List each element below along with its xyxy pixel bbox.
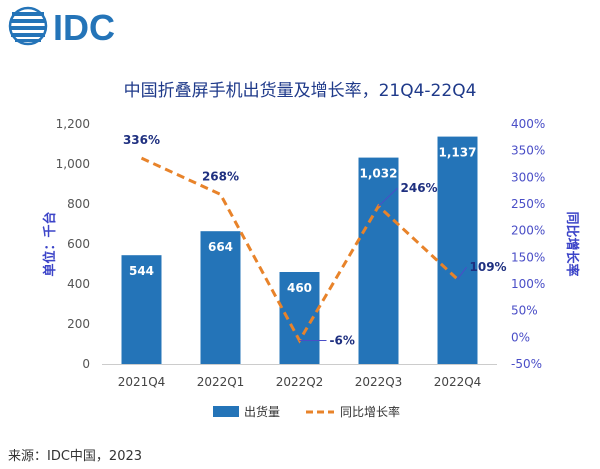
category-label: 2022Q4: [434, 375, 482, 389]
growth-value-label: -6%: [330, 334, 355, 348]
bar-value-label: 544: [129, 264, 154, 278]
legend: 出货量 同比增长率: [213, 404, 400, 419]
right-tick-label: 300%: [511, 170, 545, 184]
right-tick-label: 400%: [511, 117, 545, 131]
right-tick-label: 50%: [511, 304, 538, 318]
left-tick-label: 1,200: [56, 117, 90, 131]
label-leader-line: [378, 187, 398, 207]
growth-value-label: 109%: [470, 260, 507, 274]
bar-value-label: 1,137: [439, 146, 477, 160]
globe-icon: [8, 6, 48, 46]
legend-label-line: 同比增长率: [340, 404, 400, 419]
legend-label-bar: 出货量: [244, 404, 280, 419]
bar-2021Q4: [121, 255, 162, 364]
right-tick-label: 150%: [511, 250, 545, 264]
right-tick-label: 250%: [511, 197, 545, 211]
right-axis-ticks: -50% 0% 50% 100% 150% 200% 250% 300% 350% 400%: [511, 117, 545, 371]
growth-value-label: 268%: [202, 169, 239, 183]
source-note: 来源：IDC中国，2023: [8, 449, 142, 464]
left-tick-label: 600: [67, 237, 90, 251]
chart-title: 中国折叠屏手机出货量及增长率，21Q4-22Q4: [124, 81, 477, 101]
logo-text: IDC: [53, 7, 115, 48]
growth-line-series: 336% 268% -6% 246% 109%: [123, 133, 507, 347]
bar-series: 544 664 460 1,032 1,137: [121, 136, 478, 364]
right-tick-label: -50%: [511, 357, 542, 371]
category-label: 2022Q1: [197, 375, 245, 389]
right-tick-label: 100%: [511, 277, 545, 291]
label-leader-line: [457, 266, 467, 280]
right-tick-label: 200%: [511, 224, 545, 238]
left-axis-ticks: 0 200 400 600 800 1,000 1,200: [56, 117, 90, 371]
bar-2022Q4: [437, 136, 478, 364]
right-axis-title: 同比增长率: [564, 211, 580, 276]
category-label: 2022Q2: [276, 375, 324, 389]
category-label: 2021Q4: [118, 375, 166, 389]
left-tick-label: 1,000: [56, 157, 90, 171]
left-tick-label: 400: [67, 277, 90, 291]
legend-swatch-bar: [213, 406, 239, 417]
growth-value-label: 246%: [401, 181, 438, 195]
bar-value-label: 460: [287, 281, 312, 295]
bar-value-label: 1,032: [360, 167, 398, 181]
category-label: 2022Q3: [355, 375, 403, 389]
left-tick-label: 0: [82, 357, 90, 371]
left-tick-label: 800: [67, 197, 90, 211]
category-labels: 2021Q4 2022Q1 2022Q2 2022Q3 2022Q4: [118, 375, 482, 389]
growth-value-label: 336%: [123, 133, 160, 147]
left-axis-title: 单位：千台: [42, 211, 58, 276]
bar-2022Q1: [200, 231, 241, 364]
bar-2022Q3: [358, 157, 399, 364]
left-tick-label: 200: [67, 317, 90, 331]
idc-logo: IDC: [8, 6, 115, 48]
right-tick-label: 0%: [511, 330, 530, 344]
bar-value-label: 664: [208, 240, 233, 254]
right-tick-label: 350%: [511, 144, 545, 158]
